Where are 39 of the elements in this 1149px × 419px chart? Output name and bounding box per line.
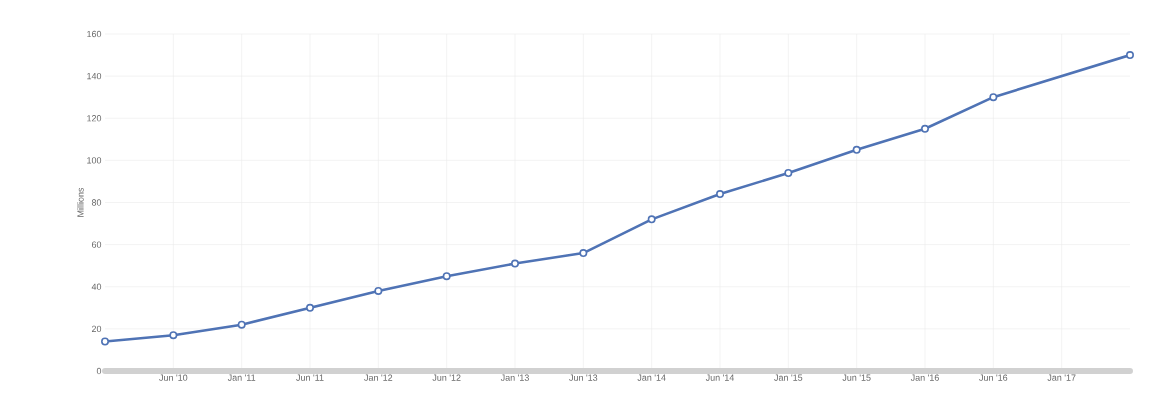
- point: [101, 337, 109, 346]
- x-tick-label: Jan '12: [364, 374, 393, 381]
- point: [511, 259, 519, 268]
- y-tick-label: 120: [87, 115, 102, 122]
- point: [647, 215, 656, 224]
- x-tick-label: Jan '17: [1047, 374, 1076, 381]
- point: [1126, 51, 1134, 60]
- y-tick-label: 40: [91, 283, 102, 290]
- point: [921, 124, 929, 133]
- point: [169, 331, 178, 340]
- y-tick-label: 100: [87, 157, 102, 164]
- x-tick-label: Jan '14: [637, 374, 666, 381]
- x-tick-label: Jun '14: [705, 374, 735, 381]
- y-tick-label: 160: [87, 30, 102, 38]
- point: [716, 190, 724, 199]
- x-tick-label: Jan '15: [774, 374, 803, 381]
- y-tick-label: 20: [91, 325, 102, 333]
- point: [852, 145, 861, 154]
- point: [579, 249, 588, 258]
- x-tick-label: Jan '16: [910, 374, 939, 381]
- point: [442, 272, 451, 281]
- x-tick-label: Jun '15: [842, 374, 871, 381]
- point: [784, 169, 793, 177]
- y-tick-label: 60: [91, 241, 102, 248]
- x-tick-label: Jun '12: [432, 374, 461, 381]
- point: [374, 286, 383, 295]
- y-tick-label: 80: [91, 199, 102, 206]
- y-axis-title: Millions: [77, 187, 84, 217]
- point: [989, 93, 998, 102]
- x-tick-label: Jan '13: [500, 374, 529, 381]
- point: [237, 320, 246, 329]
- point: [306, 303, 314, 312]
- x-tick-label: Jan '11: [227, 374, 256, 381]
- x-tick-label: Jun '10: [159, 374, 188, 381]
- y-tick-label: 140: [87, 72, 102, 80]
- y-tick-label: 0: [96, 367, 102, 375]
- x-tick-label: Jun '13: [569, 374, 598, 381]
- x-tick-label: Jun '11: [296, 374, 324, 381]
- x-tick-label: Jun '16: [979, 374, 1008, 381]
